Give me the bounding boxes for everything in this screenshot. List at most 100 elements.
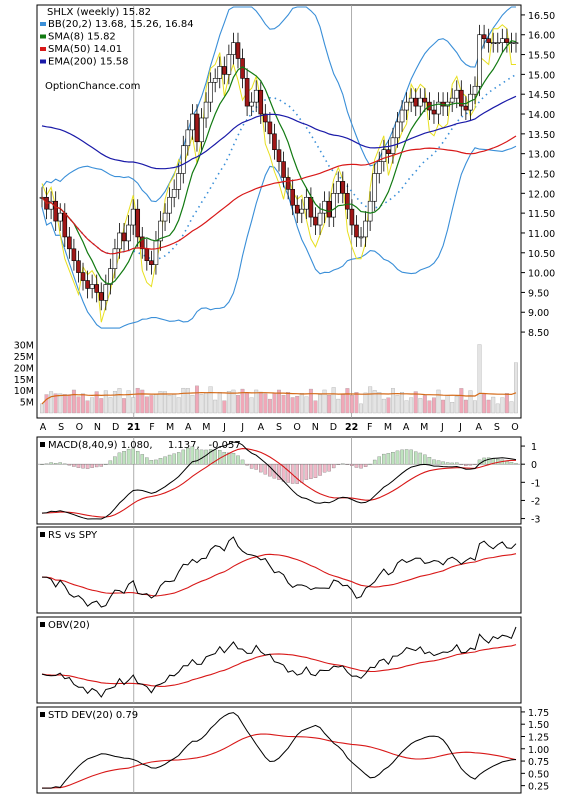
volume-average-line <box>41 391 517 405</box>
volume-bar <box>413 391 418 414</box>
volume-bar <box>313 400 318 414</box>
candle-up <box>126 224 131 242</box>
stddev-tick-label-4: 0.75 <box>528 757 549 768</box>
x-tick-label-6: F <box>149 422 154 433</box>
volume-bar <box>450 402 455 414</box>
price-tick-label-15: 9.00 <box>528 308 549 319</box>
macd-histogram-bar <box>418 452 423 465</box>
macd-histogram-bar <box>350 464 354 466</box>
volume-bar <box>295 395 300 414</box>
volume-bar <box>445 395 450 414</box>
candle-up <box>449 97 455 103</box>
candle-up <box>477 34 482 87</box>
volume-bar <box>486 399 491 414</box>
volume-bar <box>67 394 72 414</box>
candle-up <box>358 236 364 239</box>
volume-tick-label-3: 15M <box>14 375 34 386</box>
macd-legend-marker <box>40 442 45 447</box>
candle-up <box>399 109 405 123</box>
candle-down <box>431 109 437 115</box>
macd-histogram-bar <box>432 459 436 465</box>
volume-bar <box>318 394 322 414</box>
watermark-text: OptionChance.com <box>45 81 140 92</box>
candle-down <box>71 248 77 262</box>
candle-up <box>454 89 460 99</box>
price-tick-label-11: 11.00 <box>528 229 555 240</box>
x-tick-label-15: N <box>312 422 319 433</box>
volume-bar <box>359 403 363 414</box>
macd-histogram-bar <box>176 452 181 465</box>
volume-bar <box>395 395 400 414</box>
volume-bar <box>190 395 195 414</box>
bollinger-upper-band <box>41 6 516 203</box>
macd-histogram-bar <box>94 464 99 468</box>
x-tick-label-1: S <box>58 422 64 433</box>
volume-bar <box>277 389 281 414</box>
volume-bar <box>85 400 90 414</box>
volume-bar <box>267 398 272 414</box>
macd-histogram-bar <box>254 464 258 470</box>
stddev-tick-label-6: 0.25 <box>528 782 549 793</box>
volume-bar <box>199 394 204 414</box>
macd-histogram-bar <box>40 464 44 465</box>
macd-histogram-bar <box>345 464 350 465</box>
macd-histogram-bar <box>108 460 113 465</box>
volume-bar <box>94 391 99 414</box>
x-tick-label-5: 21 <box>127 422 140 433</box>
macd-histogram-bar <box>67 464 72 466</box>
main-chart-title: SHLX (weekly) 15.82 <box>47 7 151 18</box>
price-tick-label-0: 16.50 <box>528 11 555 22</box>
macd-histogram-bar <box>327 464 331 472</box>
volume-bar <box>363 392 368 414</box>
volume-bar <box>62 394 67 414</box>
candle-down <box>349 208 355 226</box>
candle-up <box>57 212 63 222</box>
candle-down <box>386 149 391 154</box>
macd-histogram-bar <box>122 451 126 465</box>
volume-bar <box>258 391 263 414</box>
x-tick-label-16: D <box>330 422 337 433</box>
macd-histogram-bar <box>313 464 318 478</box>
volume-bar <box>299 393 304 414</box>
candle-up <box>472 85 478 95</box>
volume-bar <box>422 395 427 414</box>
macd-histogram-bar <box>363 464 368 467</box>
price-tick-label-6: 13.50 <box>528 130 555 141</box>
macd-histogram-bar <box>245 464 249 466</box>
macd-histogram-bar <box>450 462 454 465</box>
macd-histogram-bar <box>377 456 382 465</box>
candle-down <box>354 224 359 238</box>
candle-up <box>404 101 409 111</box>
macd-histogram-bar <box>72 464 76 467</box>
volume-tick-label-0: 30M <box>14 341 34 352</box>
candle-down <box>263 113 268 123</box>
macd-histogram-bar <box>295 464 299 484</box>
volume-tick-label-2: 20M <box>14 363 34 374</box>
candle-up <box>180 145 186 174</box>
candle-down <box>276 149 282 162</box>
volume-bar <box>463 399 468 414</box>
volume-bar <box>53 393 58 414</box>
x-tick-label-26: O <box>511 422 518 433</box>
volume-bar <box>40 403 44 414</box>
macd-histogram-bar <box>58 462 62 465</box>
candle-up <box>190 113 195 131</box>
obv-line <box>41 626 517 698</box>
candle-up <box>249 101 254 107</box>
price-tick-label-16: 8.50 <box>528 328 549 339</box>
stddev-average-line <box>42 733 517 789</box>
stddev-legend-marker <box>40 712 45 717</box>
macd-histogram-bar <box>514 463 518 465</box>
volume-bar <box>231 389 236 414</box>
x-tick-label-4: D <box>112 422 119 433</box>
volume-bar <box>491 396 496 414</box>
candle-down <box>413 97 419 107</box>
volume-bar <box>495 403 500 414</box>
candle-up <box>231 42 236 55</box>
stddev-tick-label-0: 1.75 <box>528 708 549 719</box>
macd-histogram-bar <box>149 460 154 465</box>
macd-histogram-bar <box>368 463 372 465</box>
x-tick-label-22: J <box>440 422 444 433</box>
price-tick-label-14: 9.50 <box>528 288 549 299</box>
